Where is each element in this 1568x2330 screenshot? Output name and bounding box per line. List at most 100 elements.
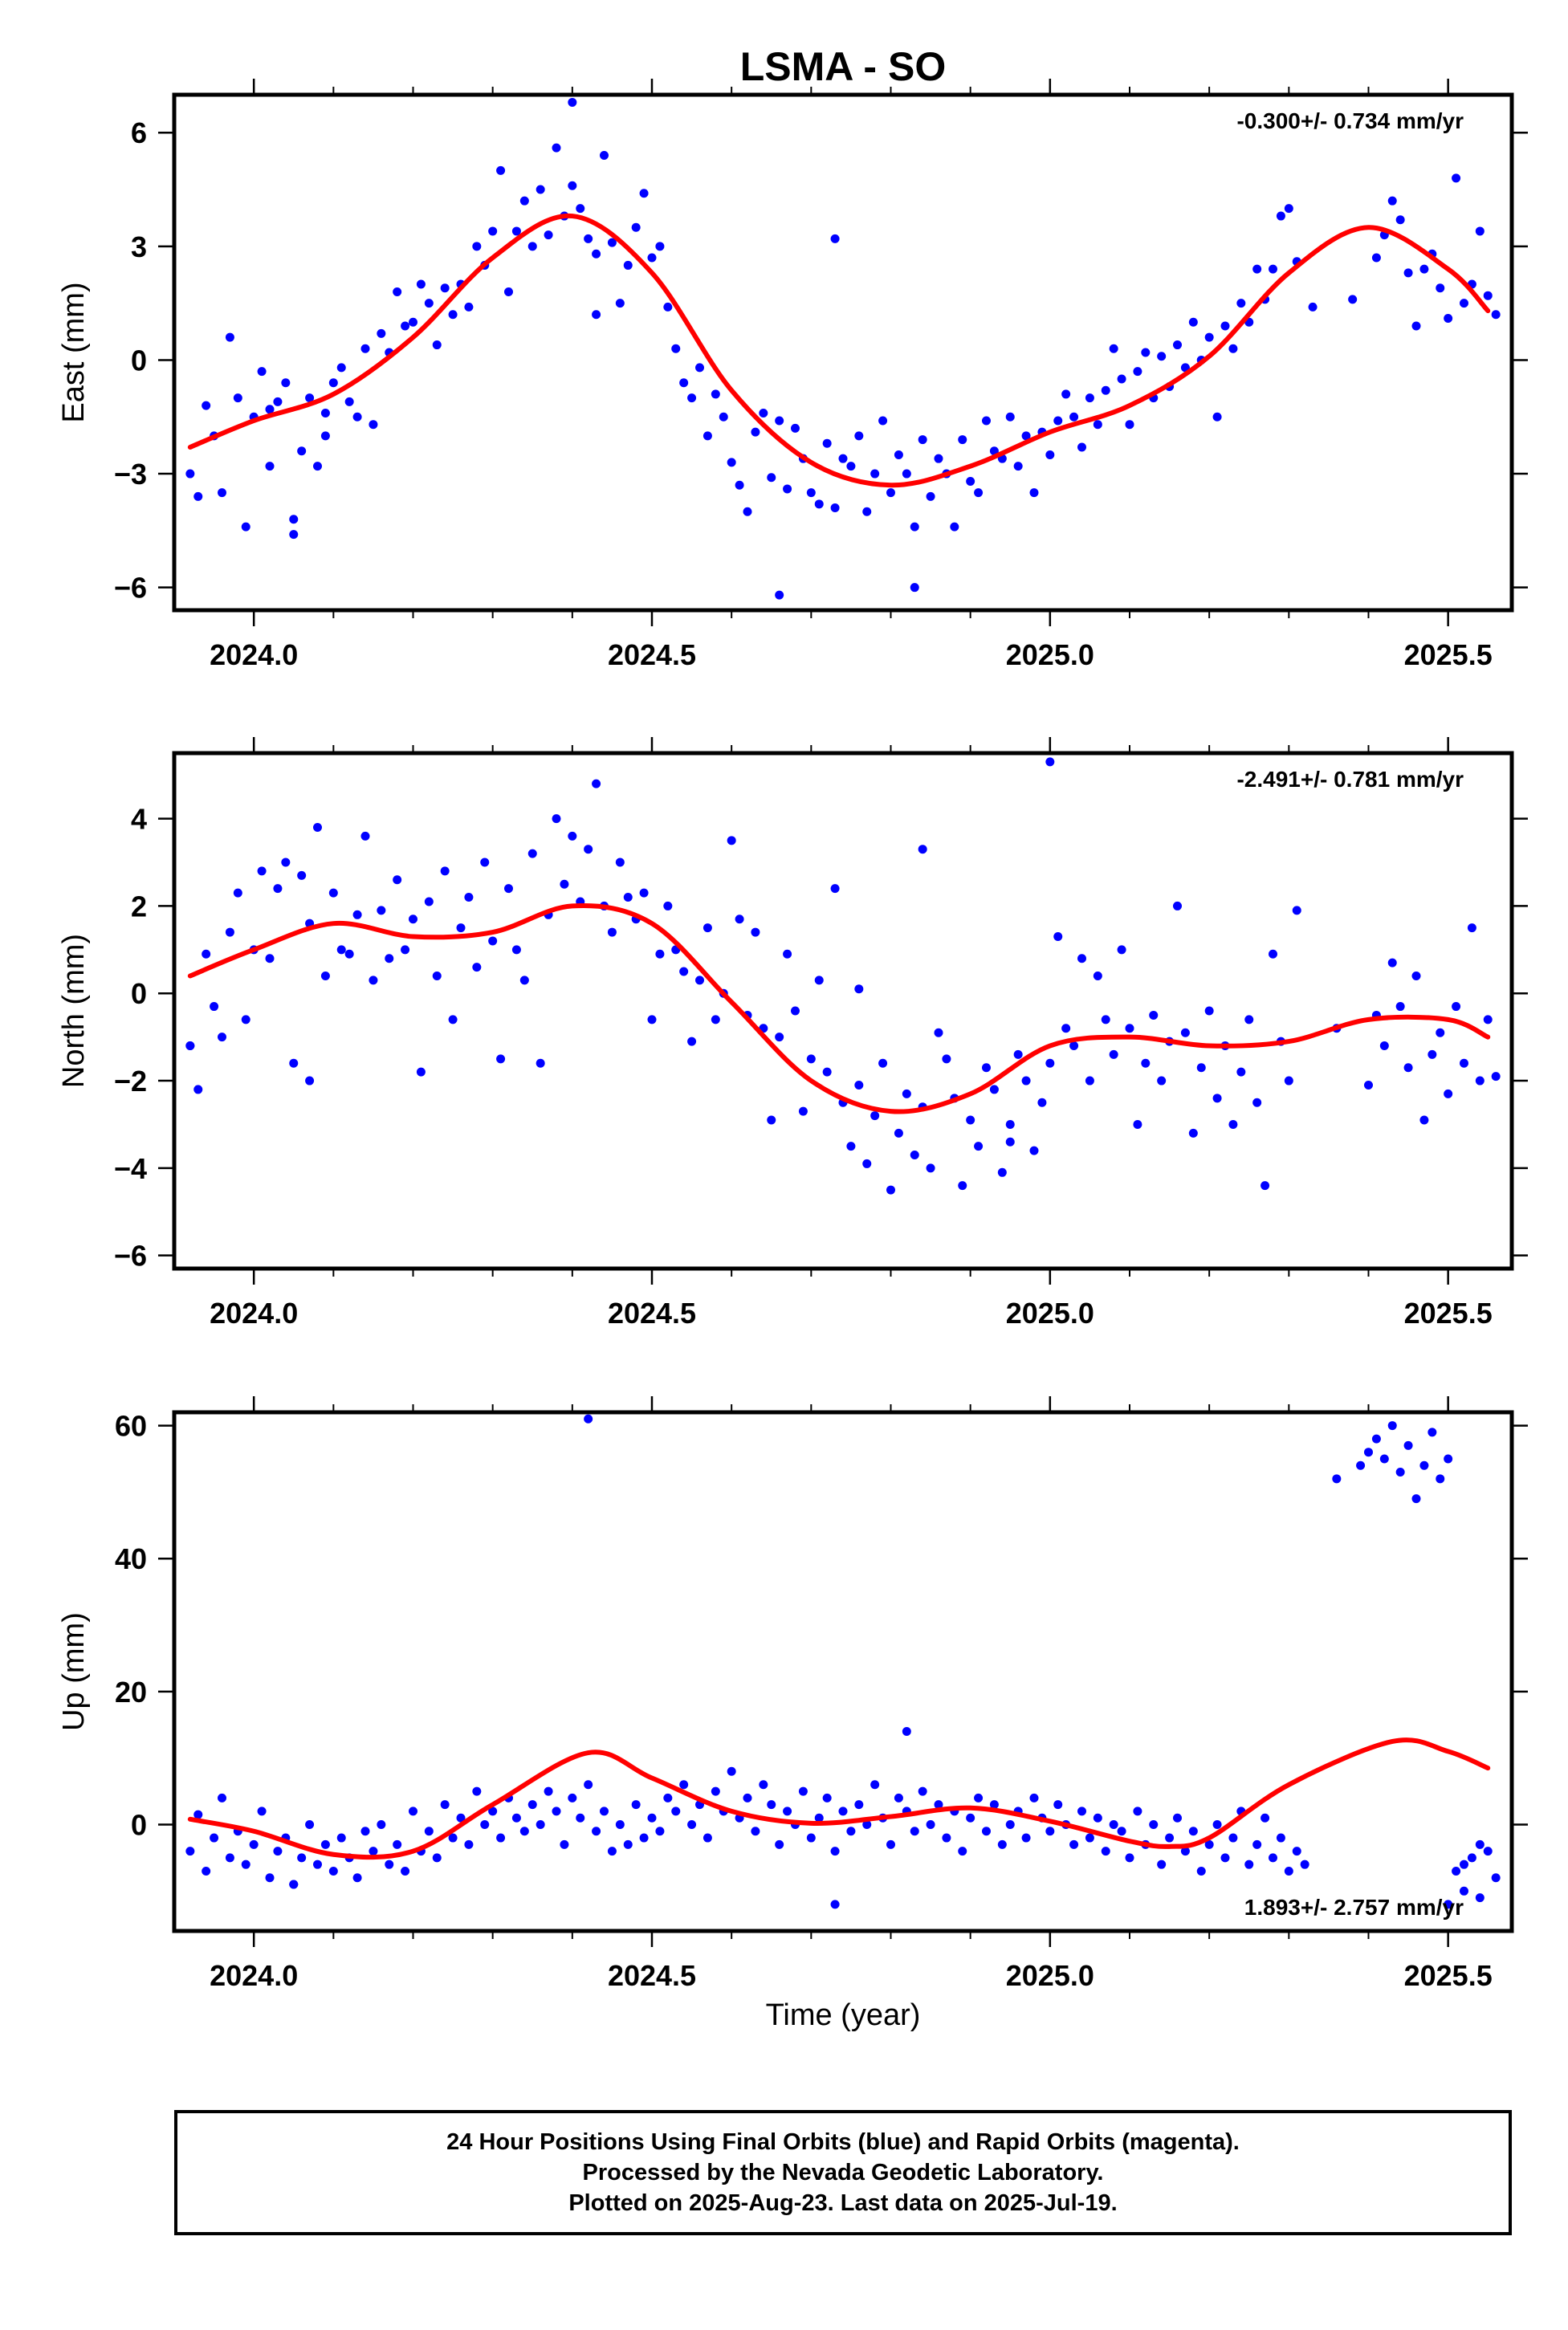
data-point [1252,264,1262,274]
data-point [894,450,903,459]
data-point [360,1827,370,1836]
data-point [1371,253,1381,263]
data-point [1053,932,1063,942]
y-tick-label: 0 [131,1808,147,1841]
data-point [1133,1119,1142,1129]
data-point [830,503,840,513]
data-point [1419,264,1429,274]
data-point [472,1786,482,1796]
data-point [830,884,840,894]
data-point [424,299,434,308]
data-point [377,906,386,915]
data-point [870,1780,880,1790]
data-point [695,976,704,985]
data-point [1261,1813,1270,1823]
data-point [791,1006,800,1016]
data-point [1220,321,1230,331]
data-point [488,226,498,236]
data-point [544,230,553,240]
data-point [679,1780,689,1790]
data-point [902,1089,911,1098]
data-point [409,1807,417,1816]
data-point [1133,367,1142,377]
data-point [767,1115,776,1125]
data-point [942,1054,951,1064]
data-point [1269,949,1277,959]
data-point [663,302,673,312]
data-point [775,1839,784,1849]
data-point [536,1058,545,1068]
data-point [1029,488,1039,498]
data-point [910,1151,919,1160]
y-tick-label: 2 [131,890,147,923]
data-point [607,927,617,937]
fit-curve [187,903,1491,1114]
data-point [576,1813,585,1823]
data-point [1284,204,1293,214]
data-point [320,971,330,980]
data-point [615,1819,625,1829]
data-point [846,1142,856,1151]
data-point [424,1827,434,1836]
y-tick-label: 20 [115,1676,147,1709]
data-point [1180,1847,1190,1856]
data-point [1228,1119,1238,1129]
data-point [519,196,529,206]
data-point [218,1793,226,1802]
data-point [806,1054,816,1064]
data-point [1141,348,1151,357]
data-point [982,416,991,426]
data-point [1109,344,1118,353]
data-point [918,845,927,854]
data-point [1403,1440,1413,1450]
data-point [1364,1448,1373,1457]
data-point [289,530,299,540]
data-point [249,1839,259,1849]
data-point [719,412,728,422]
data-point [1387,1421,1397,1431]
data-point [352,412,362,422]
data-point [369,1847,378,1856]
data-point [464,1839,474,1849]
data-point [273,884,283,894]
data-point [225,927,234,937]
data-point [1085,1076,1094,1086]
data-point [568,1793,577,1802]
data-point [1460,1058,1468,1068]
data-point [830,1847,840,1856]
data-point [958,435,967,445]
data-point [305,1076,315,1086]
data-point [1403,268,1413,278]
data-point [369,976,378,985]
data-point [401,945,410,955]
y-tick-label: 60 [115,1410,147,1443]
data-point [1236,1067,1246,1077]
data-point [360,831,370,841]
data-point [814,1813,824,1823]
data-point [1308,302,1318,312]
data-point [401,1866,410,1876]
data-point [607,1847,617,1856]
data-point [1228,344,1238,353]
plot-frame [172,1410,1514,1933]
data-point [1045,450,1055,459]
data-point [328,1866,338,1876]
data-point [233,393,242,403]
data-point [838,1807,848,1816]
data-point [281,378,291,388]
data-point [1101,1847,1110,1856]
data-point [767,473,776,483]
data-point [775,1033,784,1042]
rate-label: -0.300+/- 0.734 mm/yr [1236,108,1464,133]
data-point [982,1063,991,1073]
y-tick-label: −6 [114,572,147,605]
data-point [997,1839,1007,1849]
data-point [584,234,593,243]
data-point [1061,1024,1071,1033]
data-point [1300,1860,1309,1869]
data-point [1045,757,1055,767]
data-point [352,1873,362,1883]
data-point [1475,1839,1485,1849]
data-point [1228,1833,1238,1843]
